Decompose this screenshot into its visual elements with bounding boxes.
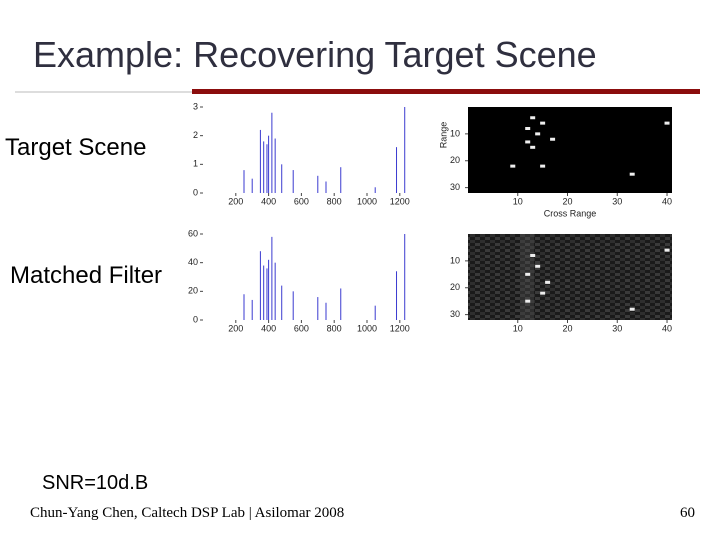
bright-cell bbox=[664, 121, 670, 125]
bright-cell bbox=[535, 132, 541, 136]
x-tick-label: 200 bbox=[228, 323, 243, 333]
bright-cell bbox=[550, 137, 556, 141]
image-band bbox=[520, 234, 534, 320]
y-tick-label: 0 bbox=[193, 314, 198, 324]
footer: Chun-Yang Chen, Caltech DSP Lab | Asilom… bbox=[30, 505, 344, 521]
image-background bbox=[468, 107, 672, 193]
bright-cell bbox=[545, 280, 551, 284]
bright-cell bbox=[540, 164, 546, 168]
y-tick-label: 40 bbox=[188, 257, 198, 267]
page-number: 60 bbox=[680, 505, 695, 521]
x-tick-label: 20 bbox=[563, 323, 573, 333]
y-axis-label: Range bbox=[438, 122, 448, 149]
row-label: Matched Filter bbox=[10, 262, 162, 289]
y-tick-label: 10 bbox=[450, 255, 460, 265]
y-tick-label: 2 bbox=[193, 130, 198, 140]
x-tick-label: 40 bbox=[662, 196, 672, 206]
bright-cell bbox=[510, 164, 516, 168]
x-tick-label: 20 bbox=[563, 196, 573, 206]
x-tick-label: 30 bbox=[612, 196, 622, 206]
bright-cell bbox=[664, 248, 670, 252]
x-tick-label: 600 bbox=[294, 196, 309, 206]
x-tick-label: 1000 bbox=[357, 323, 377, 333]
x-tick-label: 10 bbox=[513, 196, 523, 206]
x-tick-label: 800 bbox=[327, 323, 342, 333]
y-tick-label: 30 bbox=[450, 182, 460, 192]
x-tick-label: 200 bbox=[228, 196, 243, 206]
row-label: Target Scene bbox=[5, 134, 146, 161]
slide-title: Example: Recovering Target Scene bbox=[33, 34, 597, 75]
bright-cell bbox=[629, 307, 635, 311]
snr-note: SNR=10d.B bbox=[42, 472, 148, 494]
bright-cell bbox=[530, 116, 536, 120]
y-tick-label: 10 bbox=[450, 128, 460, 138]
bright-cell bbox=[525, 299, 531, 303]
bright-cell bbox=[535, 264, 541, 268]
bright-cell bbox=[530, 254, 536, 257]
x-tick-label: 400 bbox=[261, 323, 276, 333]
x-tick-label: 800 bbox=[327, 196, 342, 206]
y-tick-label: 20 bbox=[450, 155, 460, 165]
x-tick-label: 400 bbox=[261, 196, 276, 206]
x-tick-label: 1000 bbox=[357, 196, 377, 206]
bright-cell bbox=[525, 272, 531, 276]
image-background bbox=[468, 234, 672, 320]
y-tick-label: 20 bbox=[188, 286, 198, 296]
bright-cell bbox=[525, 140, 531, 144]
bright-cell bbox=[540, 121, 546, 125]
bright-cell bbox=[525, 127, 531, 130]
x-tick-label: 10 bbox=[513, 323, 523, 333]
y-tick-label: 30 bbox=[450, 309, 460, 319]
x-tick-label: 1200 bbox=[390, 196, 410, 206]
bright-cell bbox=[540, 291, 546, 295]
y-tick-label: 60 bbox=[188, 228, 198, 238]
bright-cell bbox=[629, 172, 635, 176]
x-tick-label: 40 bbox=[662, 323, 672, 333]
bright-cell bbox=[530, 145, 536, 149]
x-tick-label: 1200 bbox=[390, 323, 410, 333]
y-tick-label: 0 bbox=[193, 187, 198, 197]
x-tick-label: 600 bbox=[294, 323, 309, 333]
x-axis-label: Cross Range bbox=[544, 208, 597, 218]
y-tick-label: 1 bbox=[193, 159, 198, 169]
rule-accent bbox=[192, 89, 700, 94]
x-tick-label: 30 bbox=[612, 323, 622, 333]
y-tick-label: 3 bbox=[193, 101, 198, 111]
y-tick-label: 20 bbox=[450, 282, 460, 292]
